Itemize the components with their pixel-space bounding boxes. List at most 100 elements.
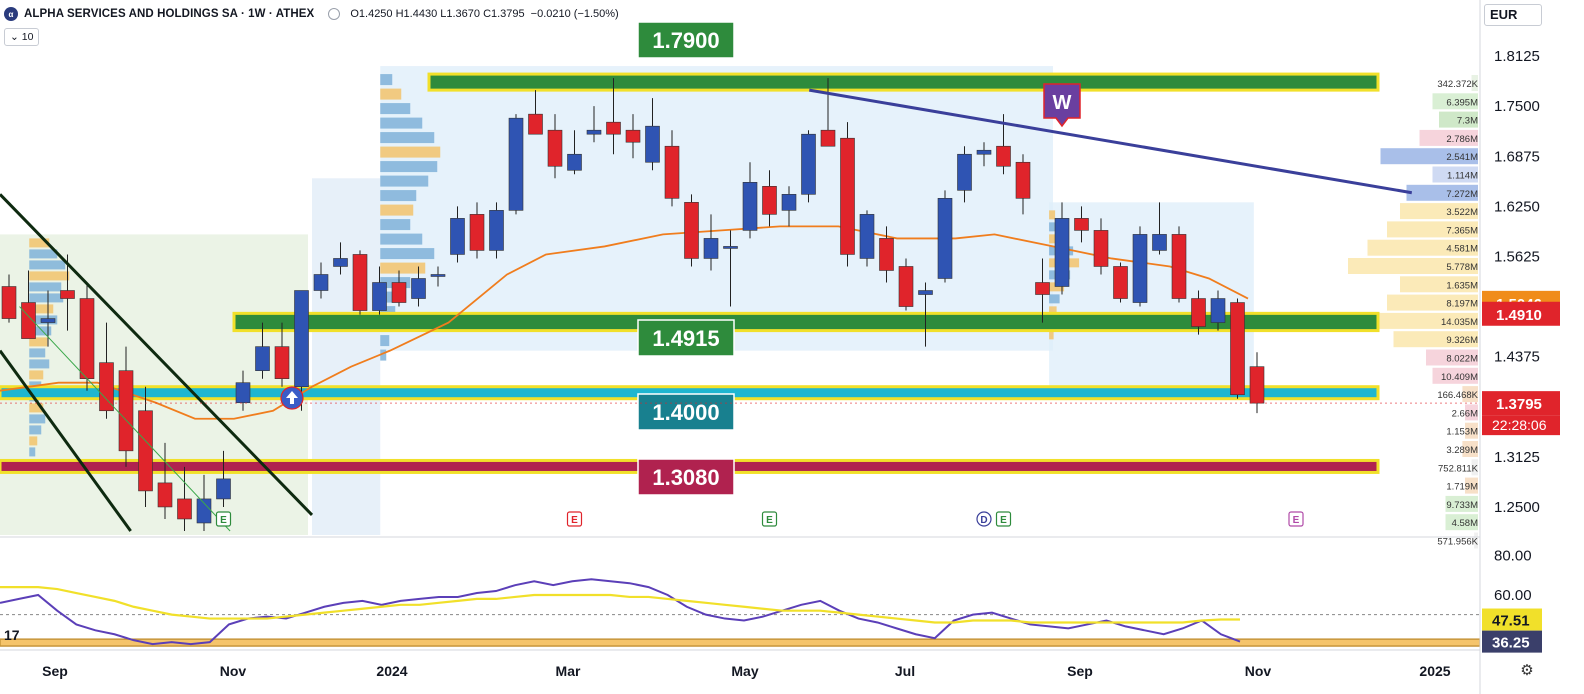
zone-label-support-low[interactable] [637,458,735,496]
candle-body[interactable] [1093,230,1109,267]
volume-profile-bar-mid [380,132,435,144]
candle-body[interactable] [138,410,153,492]
candle-body[interactable] [1054,218,1070,287]
earnings-marker[interactable] [761,511,778,527]
candle-body[interactable] [898,266,914,307]
event-marker-label: E [1293,515,1300,526]
price-axis-bg [1480,0,1584,694]
candle-body[interactable] [508,117,524,211]
trendline[interactable] [808,88,1413,195]
candle-body[interactable] [313,274,329,291]
candle-body[interactable] [1152,234,1167,251]
zone-label-text: 1.4915 [652,326,719,351]
candle-body[interactable] [820,129,836,147]
candle-body[interactable] [547,129,563,167]
volume-profile-bar-right [1393,331,1478,348]
candle-body[interactable] [177,498,192,520]
candle-body[interactable] [1,286,17,319]
indicator-toggle[interactable]: ⌄ 10 [4,28,40,46]
candle-body[interactable] [157,482,173,508]
candle-body[interactable] [352,254,368,311]
candle-body[interactable] [1191,298,1206,327]
price-badge-label: 1.3795 [1496,396,1542,413]
candle-body[interactable] [79,298,95,379]
candle-body[interactable] [60,290,75,299]
candle-body[interactable] [489,210,504,251]
candle-body[interactable] [840,137,855,255]
candle-body[interactable] [1132,234,1148,303]
candle-body[interactable] [333,258,348,267]
w-pattern-marker[interactable] [1043,83,1081,128]
volume-profile-bar-left [29,260,66,270]
candle-body[interactable] [99,362,114,412]
earnings-marker[interactable] [215,511,232,527]
candle-body[interactable] [255,346,270,371]
candles-layer[interactable] [1,78,1265,531]
candle-body[interactable] [1113,266,1128,299]
volume-profile-value: 3.522M [1446,207,1478,218]
candle-body[interactable] [1210,298,1226,323]
candle-body[interactable] [450,218,465,255]
candle-body[interactable] [469,214,485,251]
candle-body[interactable] [742,182,758,231]
candle-body[interactable] [216,478,231,500]
volume-profile-bar-right [1380,148,1478,165]
candle-body[interactable] [645,125,660,163]
candle-body[interactable] [879,238,894,271]
zone-resistance[interactable] [427,72,1380,92]
candle-body[interactable] [1074,218,1089,231]
candle-body[interactable] [1230,302,1245,396]
candle-body[interactable] [40,318,56,323]
volume-profile-range-shading [312,178,381,536]
candle-body[interactable] [684,202,699,259]
settings-gear-icon[interactable]: ⚙ [1520,662,1534,679]
candle-body[interactable] [586,129,602,135]
candle-body[interactable] [664,145,680,199]
candle-body[interactable] [118,370,134,452]
earnings-marker[interactable] [1288,511,1304,527]
candle-body[interactable] [274,346,290,379]
candle-body[interactable] [625,129,641,143]
time-axis-tick: Sep [42,663,68,679]
candle-body[interactable] [1249,366,1265,404]
candle-body[interactable] [781,194,797,211]
zone-label-support-teal[interactable] [637,393,735,431]
zone-label-resistance[interactable] [637,21,735,59]
rsi-series-rsi-ma[interactable] [0,586,1241,624]
candle-body[interactable] [976,149,992,155]
candle-body[interactable] [723,246,738,249]
candle-body[interactable] [703,238,719,259]
candle-body[interactable] [430,274,446,277]
candle-body[interactable] [235,382,251,404]
candle-body[interactable] [801,133,816,195]
candle-body[interactable] [1015,161,1031,199]
zone-label-support-mid[interactable] [637,319,735,357]
candle-body[interactable] [1035,282,1050,295]
candle-body[interactable] [937,198,953,279]
candle-body[interactable] [762,186,777,215]
candle-body[interactable] [996,145,1011,167]
candle-body[interactable] [1171,234,1187,299]
candle-body[interactable] [294,290,309,388]
currency-selector[interactable]: EUR [1484,4,1542,26]
rsi-badge [1482,630,1542,653]
candle-body[interactable] [606,121,621,135]
candle-body[interactable] [567,153,582,171]
candle-body[interactable] [372,282,387,311]
candle-body[interactable] [918,290,933,295]
zone-support-mid[interactable] [232,311,1380,333]
rsi-pane[interactable]: 17 [0,536,1584,647]
candle-body[interactable] [957,153,972,191]
candle-body[interactable] [21,302,36,339]
candle-body[interactable] [859,214,875,259]
volume-profile-bar-recent [1049,330,1054,340]
candle-body[interactable] [528,113,543,135]
candle-body[interactable] [411,278,426,299]
candle-body[interactable] [391,282,407,303]
earnings-marker[interactable] [995,511,1012,527]
earnings-marker[interactable] [566,511,583,527]
rsi-series-rsi[interactable] [0,578,1241,646]
dividend-marker[interactable] [976,511,992,527]
zone-label-text: 1.4000 [652,400,719,425]
